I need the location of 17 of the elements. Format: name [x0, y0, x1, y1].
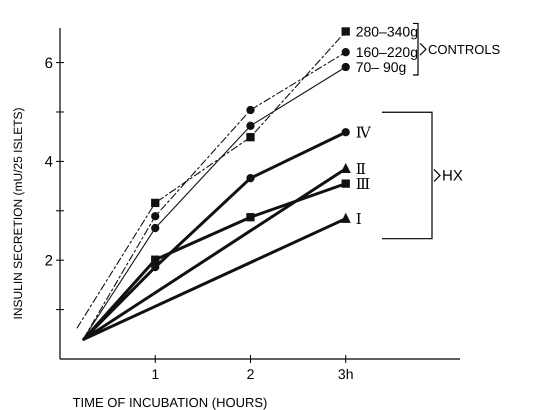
annotation: HX [442, 168, 463, 185]
series-label: Ⅰ [356, 212, 362, 228]
x-tick-label: 3h [338, 366, 354, 382]
y-tick-label: 4 [44, 154, 53, 171]
x-tick-label: 1 [151, 366, 160, 382]
y-axis-title: INSULIN SECRETION (mU/25 ISLETS) [11, 107, 25, 320]
series-label: Ⅱ [356, 162, 366, 178]
series-label: Ⅲ [356, 176, 370, 193]
annotation: CONTROLS [428, 42, 501, 57]
series-label: Ⅳ [356, 125, 372, 142]
series-label: 70– 90g [356, 58, 406, 75]
x-axis-title: TIME OF INCUBATION (HOURS) [72, 395, 268, 410]
y-tick-label: 6 [44, 54, 53, 72]
x-tick-label: 2 [246, 366, 255, 382]
y-tick-label: 2 [44, 252, 53, 270]
series-label: 160–220g [356, 44, 418, 60]
series-label: 280–340g [356, 23, 418, 40]
